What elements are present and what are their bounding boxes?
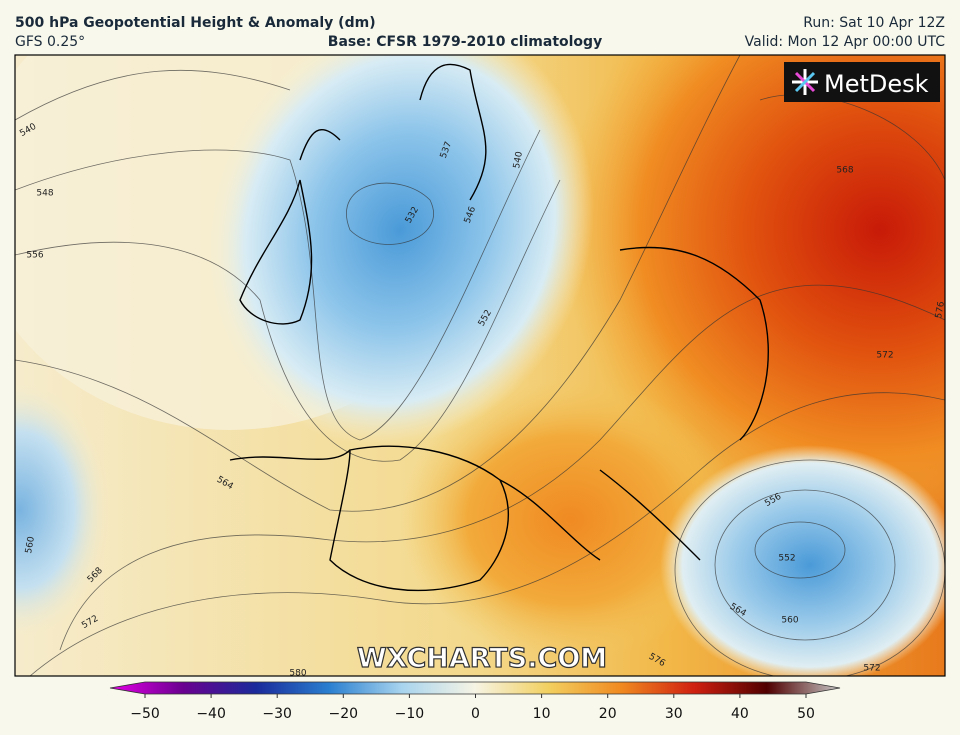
model: GFS 0.25° bbox=[15, 34, 85, 50]
colorbar-tick-label: 50 bbox=[797, 706, 815, 722]
colorbar-tick-label: −40 bbox=[196, 706, 226, 722]
colorbar-tick-label: 20 bbox=[599, 706, 617, 722]
colorbar-tick-label: −20 bbox=[329, 706, 359, 722]
colorbar-tick-label: 40 bbox=[731, 706, 749, 722]
colorbar-tick-label: 10 bbox=[533, 706, 551, 722]
colorbar-tick-label: −10 bbox=[395, 706, 425, 722]
contour-label: 540 bbox=[512, 150, 525, 169]
contour-label: 548 bbox=[36, 189, 53, 199]
map-frame bbox=[14, 54, 946, 677]
contour-label: 576 bbox=[934, 300, 947, 319]
logo-text: MetDesk bbox=[824, 70, 929, 98]
colorbar-tick-label: 30 bbox=[665, 706, 683, 722]
colorbar-tick-label: 0 bbox=[471, 706, 480, 722]
contour-label: 552 bbox=[778, 554, 795, 564]
title: 500 hPa Geopotential Height & Anomaly (d… bbox=[15, 15, 376, 31]
valid: Valid: Mon 12 Apr 00:00 UTC bbox=[745, 34, 946, 50]
logo-icon bbox=[792, 69, 818, 95]
colorbar-tick-label: −50 bbox=[130, 706, 160, 722]
run: Run: Sat 10 Apr 12Z bbox=[803, 15, 945, 31]
contour-label: 568 bbox=[836, 166, 853, 176]
colorbar: −50 −40 −30 −20 −10 0 10 20 30 40 50 bbox=[109, 681, 841, 722]
contour-label: 560 bbox=[781, 616, 798, 626]
contour-label: 580 bbox=[289, 669, 306, 679]
colorbar-tick-label: −30 bbox=[262, 706, 292, 722]
contour-label: 556 bbox=[26, 251, 43, 261]
map-area: MetDesk 54054855656456857258053253754054… bbox=[15, 55, 947, 679]
contour-label: 572 bbox=[863, 664, 880, 674]
contour-label: 572 bbox=[876, 351, 893, 361]
contour-label: 560 bbox=[24, 535, 37, 554]
watermark: WXCHARTS.COM bbox=[357, 643, 607, 674]
base: Base: CFSR 1979-2010 climatology bbox=[328, 34, 602, 50]
